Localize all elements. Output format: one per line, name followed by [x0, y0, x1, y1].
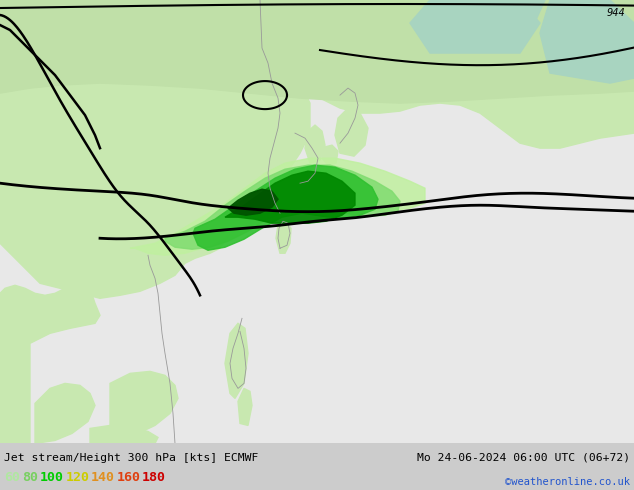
Polygon shape — [35, 383, 95, 443]
Polygon shape — [410, 0, 540, 53]
Polygon shape — [110, 371, 178, 443]
Text: 160: 160 — [117, 471, 141, 484]
Polygon shape — [0, 0, 634, 103]
Polygon shape — [322, 145, 338, 165]
Polygon shape — [225, 171, 355, 223]
Polygon shape — [0, 268, 100, 443]
Text: Jet stream/Height 300 hPa [kts] ECMWF: Jet stream/Height 300 hPa [kts] ECMWF — [4, 453, 259, 463]
Text: 180: 180 — [142, 471, 166, 484]
Polygon shape — [165, 165, 400, 249]
Text: 100: 100 — [40, 471, 64, 484]
Polygon shape — [276, 221, 291, 253]
Text: 80: 80 — [22, 471, 38, 484]
Polygon shape — [0, 0, 310, 298]
Polygon shape — [335, 108, 368, 156]
Polygon shape — [238, 389, 252, 425]
Text: 60: 60 — [4, 471, 20, 484]
Polygon shape — [500, 0, 545, 33]
Polygon shape — [90, 425, 158, 443]
Polygon shape — [193, 165, 378, 250]
Polygon shape — [540, 0, 634, 83]
Text: ©weatheronline.co.uk: ©weatheronline.co.uk — [505, 477, 630, 487]
Polygon shape — [225, 323, 248, 398]
Polygon shape — [130, 158, 425, 255]
Text: 140: 140 — [91, 471, 115, 484]
Polygon shape — [228, 189, 278, 215]
Polygon shape — [0, 0, 634, 148]
Polygon shape — [305, 125, 325, 163]
Text: 120: 120 — [65, 471, 89, 484]
Text: 944: 944 — [606, 8, 625, 18]
Text: Mo 24-06-2024 06:00 UTC (06+72): Mo 24-06-2024 06:00 UTC (06+72) — [417, 453, 630, 463]
